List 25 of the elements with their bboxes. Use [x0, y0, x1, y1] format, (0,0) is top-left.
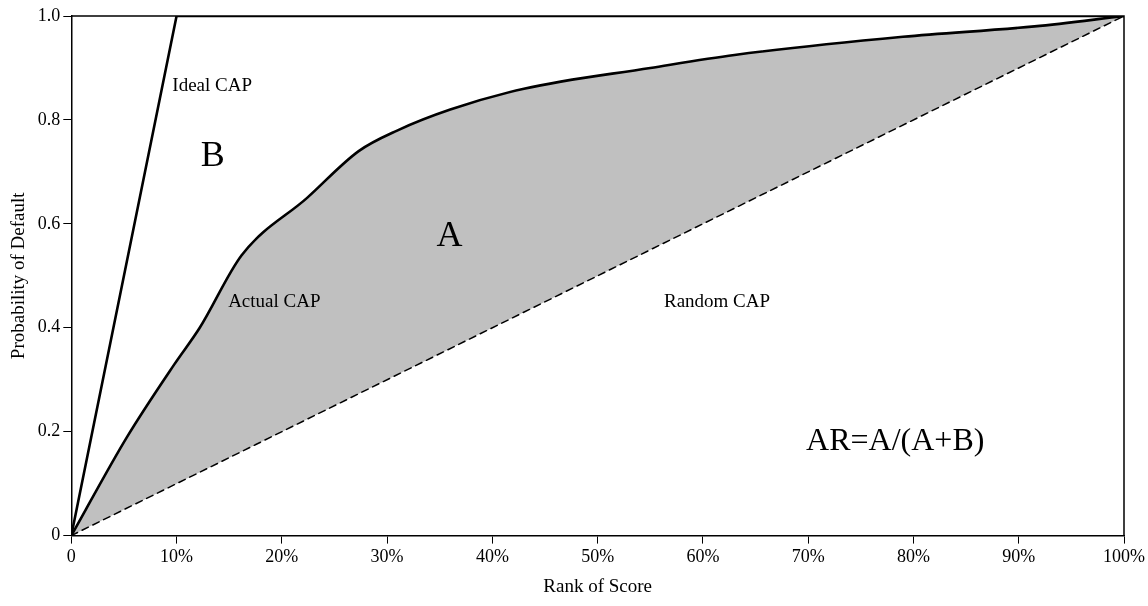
y-tick-label: 0.8 [37, 108, 61, 129]
x-tick-label: 70% [791, 546, 825, 567]
y-tick-label: 0.6 [37, 212, 61, 233]
y-tick-label: 1.0 [37, 4, 61, 25]
annotation: Actual CAP [228, 289, 321, 311]
y-tick-label: 0.4 [37, 316, 61, 337]
annotation: AR=A/(A+B) [806, 421, 985, 458]
x-tick-label: 30% [370, 546, 404, 567]
x-axis-title: Rank of Score [543, 574, 652, 596]
x-tick-label: 40% [475, 546, 509, 567]
annotation: Random CAP [663, 289, 771, 311]
x-tick-label: 20% [265, 546, 299, 567]
x-tick-label: 60% [686, 546, 720, 567]
annotation: B [200, 133, 225, 174]
x-tick-label: 10% [160, 546, 194, 567]
x-tick-label: 100% [1103, 546, 1145, 567]
annotation: Ideal CAP [172, 74, 253, 96]
y-tick-label: 0 [51, 524, 61, 545]
x-tick-label: 50% [581, 546, 615, 567]
x-tick-label: 80% [896, 546, 930, 567]
x-tick-label: 90% [1002, 546, 1036, 567]
y-axis-title: Probability of Default [7, 191, 29, 360]
y-tick-label: 0.2 [37, 420, 61, 441]
x-tick-label: 0 [66, 546, 76, 567]
annotation: A [436, 214, 463, 255]
